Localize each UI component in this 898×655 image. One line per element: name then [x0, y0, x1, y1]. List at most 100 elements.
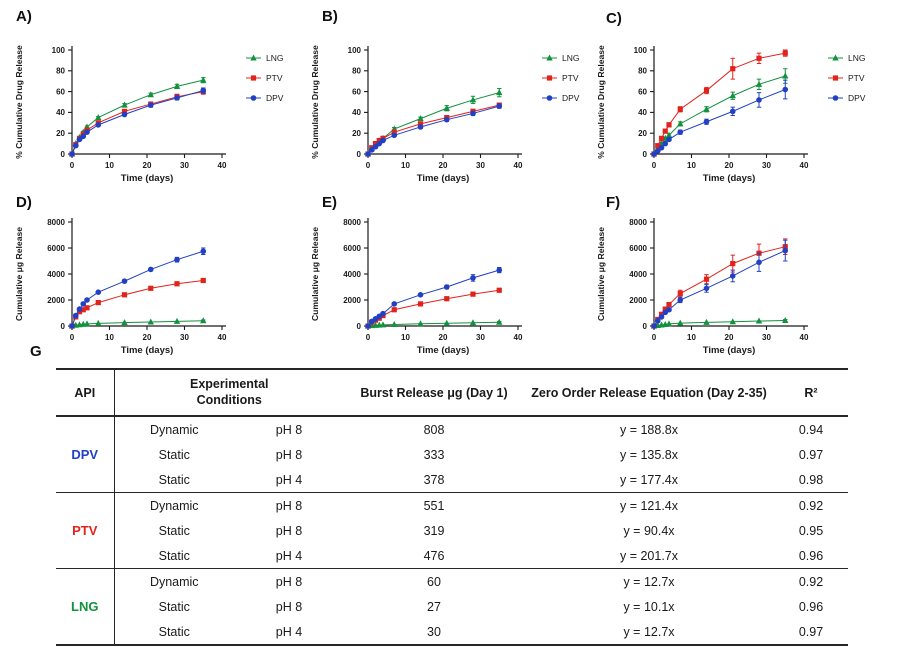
equation-cell: y = 188.8x	[619, 422, 679, 437]
legend-label: PTV	[562, 73, 579, 83]
data-point-circle	[703, 118, 710, 125]
panel-label-d: D)	[16, 194, 32, 211]
ph-cell: pH 8	[275, 574, 303, 589]
x-tick-label: 20	[725, 333, 734, 342]
y-tick-label: 60	[352, 87, 361, 96]
data-point-triangle	[665, 320, 673, 327]
series-line-dpv	[653, 89, 786, 155]
data-point-square	[121, 292, 128, 298]
x-tick-label: 40	[514, 161, 523, 170]
condition-cell: Static	[158, 624, 190, 639]
series-line-lng	[653, 320, 786, 327]
data-point-triangle	[755, 80, 763, 87]
chart-svg: 0 2000 4000 6000 8000 0 10 20 30 40 Time (days) Cum…	[14, 218, 227, 356]
ph-cell: pH 8	[275, 422, 303, 437]
y-tick-label: 4000	[343, 270, 361, 279]
chart-svg: 0 2000 4000 6000 8000 0 10 20 30 40 Time (days) Cum…	[310, 218, 523, 356]
y-tick-label: 80	[56, 67, 65, 76]
condition-cell: Static	[158, 599, 190, 614]
panel-label-f: F)	[606, 194, 621, 211]
data-point-circle	[174, 95, 180, 101]
data-point-circle	[391, 132, 398, 139]
data-point-circle	[174, 256, 180, 263]
panel-label-c: C)	[606, 10, 622, 27]
burst-cell: 551	[423, 498, 445, 513]
data-point-circle	[76, 136, 83, 143]
chart-panel-a: 0 20 40 60 80 100 0 10 20 30 40 Time (days) % Cumula…	[8, 38, 308, 188]
table-row: PTV Dynamic pH 8 551 y = 121.4x 0.92	[56, 492, 848, 569]
ph-cell: pH 8	[275, 498, 303, 513]
data-point-triangle	[496, 318, 503, 325]
data-point-circle	[121, 111, 128, 118]
y-tick-label: 40	[352, 108, 361, 117]
y-tick-label: 100	[634, 46, 648, 55]
table-row: Static pH 8 27 y = 10.1x 0.96	[56, 594, 848, 619]
chart-panel-d: 0 2000 4000 6000 8000 0 10 20 30 40 Time (days) Cum…	[8, 210, 308, 360]
equation-cell: y = 12.7x	[623, 624, 675, 639]
x-tick-label: 0	[652, 333, 657, 342]
data-point-circle	[703, 285, 710, 292]
y-tick-label: 4000	[629, 270, 647, 279]
y-tick-label: 0	[643, 150, 648, 159]
legend-label: LNG	[848, 53, 865, 63]
burst-cell: 60	[427, 574, 441, 589]
equation-cell: y = 201.7x	[619, 548, 679, 563]
data-point-square	[662, 128, 668, 134]
data-point-triangle	[391, 320, 398, 327]
x-tick-label: 40	[800, 161, 809, 170]
data-point-circle	[782, 247, 789, 254]
header-zero-order-equation: Zero Order Release Equation (Day 2-35)	[531, 385, 767, 400]
x-tick-label: 30	[476, 333, 485, 342]
y-tick-label: 8000	[343, 218, 361, 227]
x-axis-title: Time (days)	[703, 173, 756, 184]
x-tick-label: 10	[105, 161, 114, 170]
y-tick-label: 8000	[47, 218, 65, 227]
y-tick-label: 6000	[47, 244, 65, 253]
chart-svg: 0 20 40 60 80 100 0 10 20 30 40 Time (days) % Cumula…	[310, 45, 580, 184]
data-point-square	[372, 141, 379, 147]
data-point-triangle	[755, 317, 763, 324]
legend-label: LNG	[562, 53, 579, 63]
data-point-circle	[546, 95, 553, 101]
data-point-circle	[368, 147, 375, 153]
data-point-triangle	[443, 104, 450, 111]
data-point-square	[666, 301, 672, 308]
data-point-circle	[443, 116, 450, 123]
data-point-circle	[651, 323, 657, 329]
data-point-triangle	[121, 101, 128, 108]
equation-cell: y = 177.4x	[619, 472, 679, 487]
table-row: LNG Dynamic pH 8 60 y = 12.7x 0.92	[56, 568, 848, 645]
data-point-circle	[654, 148, 661, 154]
x-axis-title: Time (days)	[703, 345, 756, 356]
data-point-triangle	[147, 91, 154, 98]
burst-cell: 27	[427, 599, 441, 614]
series-line-dpv	[653, 250, 786, 327]
r2-cell: 0.94	[798, 422, 824, 437]
data-point-square	[730, 66, 736, 72]
data-point-circle	[380, 137, 386, 144]
panel-label-a: A)	[16, 8, 32, 25]
chart-panel-e: 0 2000 4000 6000 8000 0 10 20 30 40 Time (days) Cum…	[304, 210, 604, 360]
data-point-circle	[380, 310, 386, 317]
data-point-triangle	[83, 320, 91, 327]
data-point-square	[546, 75, 553, 81]
condition-cell: Static	[158, 523, 190, 538]
x-tick-label: 0	[366, 161, 371, 170]
data-point-circle	[80, 133, 87, 140]
r2-cell: 0.95	[798, 523, 824, 538]
series-line-lng	[71, 79, 204, 155]
equation-cell: y = 135.8x	[619, 447, 679, 462]
data-point-circle	[365, 151, 371, 157]
legend-label: DPV	[848, 93, 866, 103]
data-point-circle	[69, 151, 75, 157]
data-point-triangle	[200, 76, 207, 83]
table-row: Static pH 4 476 y = 201.7x 0.96	[56, 543, 848, 569]
data-point-circle	[658, 144, 665, 151]
burst-cell: 378	[423, 472, 445, 487]
data-point-circle	[200, 248, 207, 255]
x-tick-label: 20	[143, 333, 152, 342]
x-tick-label: 0	[70, 161, 75, 170]
chart-panel-b: 0 20 40 60 80 100 0 10 20 30 40 Time (days) % Cumula…	[304, 38, 604, 188]
y-axis-title: % Cumulative Drug Release	[14, 45, 24, 159]
data-point-square	[832, 75, 839, 81]
